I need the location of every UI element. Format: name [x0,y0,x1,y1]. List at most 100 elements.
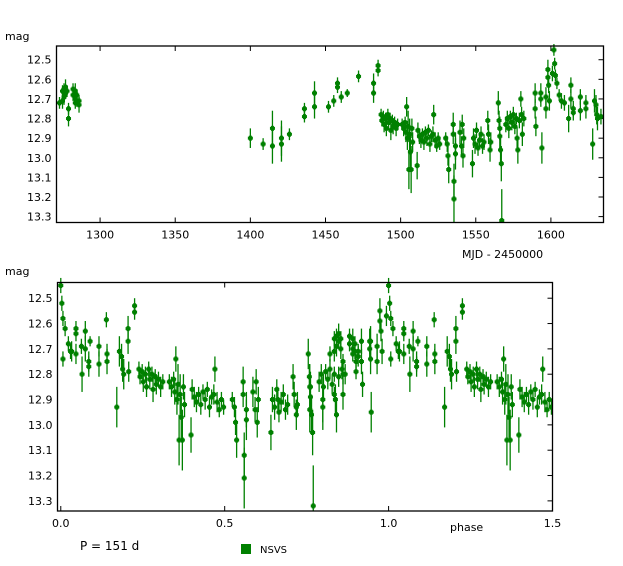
data-point-marker [479,131,483,137]
data-point-marker [411,328,415,334]
data-point-marker [321,404,325,410]
data-point-marker [435,143,439,149]
data-point-marker [122,371,126,377]
y-tick-label: 13.1 [28,444,53,457]
y-tick-label: 13.0 [28,419,53,432]
data-points [58,277,553,511]
data-point-marker [334,333,338,339]
data-point-marker [138,374,142,380]
data-point-marker [394,125,398,131]
data-point-marker [351,336,355,342]
data-point-marker [332,348,336,354]
data-point-marker [201,389,205,395]
data-point-marker [436,135,440,141]
data-point-marker [339,346,343,352]
data-point-marker [73,100,77,106]
data-point-marker [359,338,363,344]
y-tick-label: 13.1 [27,171,52,184]
data-point-marker [321,384,325,390]
data-point-marker [343,371,347,377]
data-point-marker [469,379,473,385]
data-point-marker [403,119,407,125]
data-point-marker [222,404,226,410]
data-point-marker [432,317,436,323]
data-point-marker [544,94,548,100]
data-point-marker [562,100,566,106]
data-point-marker [499,147,503,153]
data-point-marker [65,88,69,94]
data-point-marker [61,315,65,321]
data-point-marker [473,141,477,147]
data-point-marker [472,135,476,141]
data-point-marker [120,353,124,359]
data-point-marker [212,391,216,397]
y-tick-label: 12.7 [27,93,52,106]
data-point-marker [420,131,424,137]
y-tick-label: 13.3 [27,211,52,224]
data-point-marker [70,348,74,354]
data-point-marker [496,100,500,106]
data-point-marker [545,407,549,413]
y-tick-label: 12.9 [28,394,53,407]
data-point-marker [61,88,65,94]
data-point-marker [506,391,510,397]
data-point-marker [482,381,486,387]
data-point-marker [476,376,480,382]
data-point-marker [547,82,551,88]
data-point-marker [277,409,281,415]
data-point-marker [121,366,125,372]
data-point-marker [389,315,393,321]
data-point-marker [450,371,454,377]
data-point-marker [379,112,383,118]
data-point-marker [391,123,395,129]
data-point-marker [141,379,145,385]
data-point-marker [520,112,524,118]
data-point-marker [189,432,193,438]
data-point-marker [599,114,603,120]
data-point-marker [353,348,357,354]
phased-light-curve-plot: 12.5 12.6 12.7 12.8 12.9 13.0 13.1 13.2 13.3 0.0 0… [28,277,561,530]
data-point-marker [428,141,432,147]
data-point-marker [178,391,182,397]
data-point-marker [334,412,338,418]
data-point-marker [307,374,311,380]
data-point-marker [422,139,426,145]
data-point-marker [553,61,557,67]
x-tick-label: 1400 [236,229,264,242]
data-point-marker [539,96,543,102]
data-point-marker [281,391,285,397]
data-point-marker [388,116,392,122]
data-point-marker [337,374,341,380]
data-point-marker [533,386,537,392]
data-point-marker [73,88,77,94]
data-point-marker [328,366,332,372]
data-point-marker [448,366,452,372]
data-point-marker [294,412,298,418]
data-point-marker [407,343,411,349]
data-point-marker [148,376,152,382]
y-tick-label: 12.8 [27,113,52,126]
data-point-marker [478,137,482,143]
data-point-marker [411,346,415,352]
data-point-marker [219,397,223,403]
data-point-marker [476,145,480,151]
data-point-marker [169,384,173,390]
data-point-marker [591,141,595,147]
data-point-marker [317,379,321,385]
data-point-marker [140,369,144,375]
data-point-marker [402,331,406,337]
data-point-marker [409,167,413,173]
data-point-marker [552,47,556,53]
data-point-marker [59,283,63,289]
data-point-marker [510,119,514,125]
data-point-marker [415,364,419,370]
data-point-marker [431,131,435,137]
legend-label-nsvs: NSVS [260,545,287,556]
data-point-marker [376,68,380,74]
data-point-marker [527,402,531,408]
data-point-marker [310,412,314,418]
data-point-marker [354,359,358,365]
data-point-marker [71,92,75,98]
data-point-marker [199,402,203,408]
data-point-marker [80,371,84,377]
